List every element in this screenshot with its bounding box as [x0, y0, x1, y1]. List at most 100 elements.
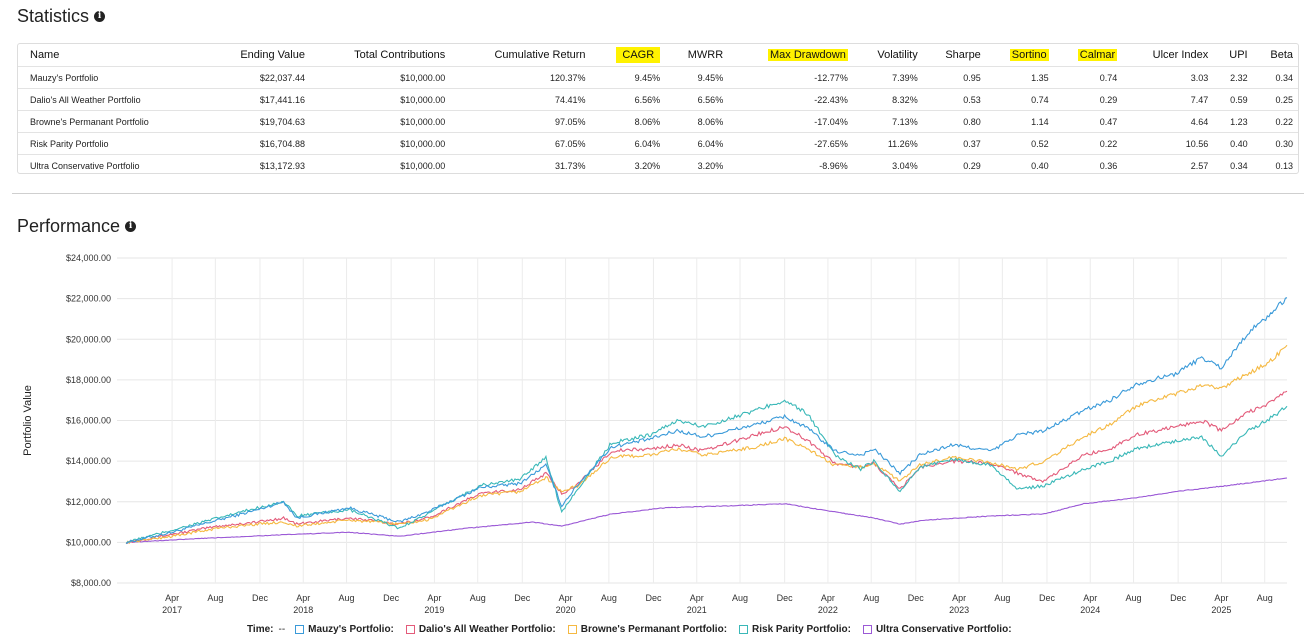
column-header[interactable]: Ending Value [206, 44, 310, 67]
portfolio-name-cell: Mauzy's Portfolio [18, 66, 207, 89]
legend-label: Mauzy's Portfolio: [308, 624, 394, 635]
legend-time-value: -- [278, 624, 286, 635]
table-cell: 9.45% [590, 66, 666, 89]
legend-swatch [295, 625, 305, 634]
x-year-label: 2024 [1080, 605, 1100, 615]
table-cell: $10,000.00 [309, 132, 451, 155]
table-cell: 3.20% [590, 154, 666, 176]
table-row: Browne's Permanant Portfolio $19,704.63 $1… [18, 110, 1298, 133]
column-header[interactable]: Sharpe [923, 44, 986, 67]
table-cell: 0.25 [1252, 88, 1298, 111]
table-cell: 6.56% [590, 88, 666, 111]
legend-item[interactable]: Mauzy's Portfolio: [295, 624, 394, 635]
table-cell: 1.35 [985, 66, 1054, 89]
table-cell: 1.23 [1213, 110, 1253, 133]
table-cell: 8.06% [590, 110, 666, 133]
table-cell: $13,172.93 [206, 154, 310, 176]
legend-item[interactable]: Dalio's All Weather Portfolio: [405, 624, 556, 635]
table-cell: 0.40 [985, 154, 1054, 176]
legend-item[interactable]: Ultra Conservative Portfolio: [862, 624, 1012, 635]
column-header[interactable]: Calmar [1054, 44, 1123, 67]
table-cell: 0.34 [1213, 154, 1253, 176]
column-header[interactable]: Volatility [853, 44, 923, 67]
x-tick-label: Aug [207, 593, 223, 603]
table-cell: 9.45% [665, 66, 729, 89]
column-header[interactable]: Name [18, 44, 206, 67]
column-header[interactable]: Max Drawdown [728, 44, 853, 67]
info-icon[interactable]: i [94, 11, 106, 22]
column-header[interactable]: Cumulative Return [450, 44, 590, 67]
x-tick-label: Dec [908, 593, 925, 603]
legend-item[interactable]: Risk Parity Portfolio: [739, 624, 851, 635]
table-cell: 3.04% [852, 154, 923, 176]
table-cell: 7.47 [1122, 88, 1214, 111]
table-cell: 4.64 [1122, 110, 1214, 133]
y-tick-label: $22,000.00 [66, 294, 111, 304]
table-cell: -17.04% [728, 110, 853, 133]
x-tick-label: Apr [559, 593, 573, 603]
x-tick-label: Aug [1126, 593, 1142, 603]
table-cell: -22.43% [728, 88, 853, 111]
legend-time-label: Time: [247, 624, 274, 635]
table-cell: 0.29 [922, 154, 986, 176]
x-tick-label: Apr [296, 593, 310, 603]
table-cell: -8.96% [728, 154, 853, 176]
performance-chart[interactable]: $8,000.00 $10,000.00 $12,000.00 $14,000.00 $… [0, 240, 1311, 624]
column-header-label: Cumulative Return [494, 49, 586, 61]
x-tick-label: Dec [1170, 593, 1187, 603]
x-tick-label: Aug [601, 593, 617, 603]
column-header-label: Volatility [877, 49, 918, 61]
table-cell: $16,704.88 [206, 132, 310, 155]
x-tick-label: Dec [645, 593, 662, 603]
table-cell: 97.05% [450, 110, 591, 133]
x-tick-label: Dec [1039, 593, 1056, 603]
table-cell: 0.34 [1252, 66, 1298, 89]
table-cell: 67.05% [450, 132, 591, 155]
column-header[interactable]: MWRR [665, 44, 728, 67]
x-tick-label: Aug [1257, 593, 1273, 603]
x-year-label: 2019 [424, 605, 444, 615]
legend-label: Ultra Conservative Portfolio: [875, 624, 1012, 635]
x-tick-label: Aug [470, 593, 486, 603]
x-tick-label: Dec [777, 593, 794, 603]
y-tick-label: $24,000.00 [66, 253, 111, 263]
y-tick-label: $18,000.00 [66, 375, 111, 385]
column-header[interactable]: Sortino [986, 44, 1054, 67]
table-cell: 0.95 [922, 66, 986, 89]
column-header[interactable]: Total Contributions [310, 44, 450, 67]
table-cell: $10,000.00 [309, 66, 451, 89]
table-cell: 6.56% [665, 88, 729, 111]
legend-item[interactable]: Browne's Permanant Portfolio: [567, 624, 727, 635]
y-tick-label: $14,000.00 [66, 456, 111, 466]
table-cell: -12.77% [728, 66, 853, 89]
column-header[interactable]: Beta [1253, 44, 1298, 67]
column-header[interactable]: UPI [1213, 44, 1252, 67]
table-cell: 0.47 [1053, 110, 1123, 133]
x-year-label: 2021 [687, 605, 707, 615]
column-header[interactable]: Ulcer Index [1122, 44, 1213, 67]
column-header-label: Total Contributions [354, 49, 446, 61]
x-tick-label: Aug [863, 593, 879, 603]
x-year-label: 2018 [293, 605, 313, 615]
x-tick-label: Aug [339, 593, 355, 603]
performance-title: Performance [17, 216, 121, 236]
x-year-label: 2025 [1211, 605, 1231, 615]
column-header-label: Max Drawdown [768, 49, 848, 61]
table-cell: $10,000.00 [309, 154, 451, 176]
table-cell: 10.56 [1122, 132, 1214, 155]
y-tick-label: $20,000.00 [66, 334, 111, 344]
info-icon[interactable]: i [125, 221, 137, 232]
table-row: Mauzy's Portfolio $22,037.44 $10,000.00 120… [18, 66, 1298, 89]
table-cell: 0.52 [985, 132, 1054, 155]
column-header-label: Calmar [1077, 49, 1118, 61]
table-cell: 74.41% [450, 88, 591, 111]
legend-swatch [862, 625, 872, 634]
table-cell: 0.74 [1053, 66, 1123, 89]
y-tick-label: $8,000.00 [71, 578, 111, 588]
column-header-label: CAGR [616, 47, 661, 63]
column-header[interactable]: CAGR [591, 44, 666, 67]
table-cell: 0.80 [922, 110, 986, 133]
table-cell: 0.59 [1213, 88, 1253, 111]
table-cell: 0.37 [922, 132, 986, 155]
series-line [126, 390, 1288, 545]
